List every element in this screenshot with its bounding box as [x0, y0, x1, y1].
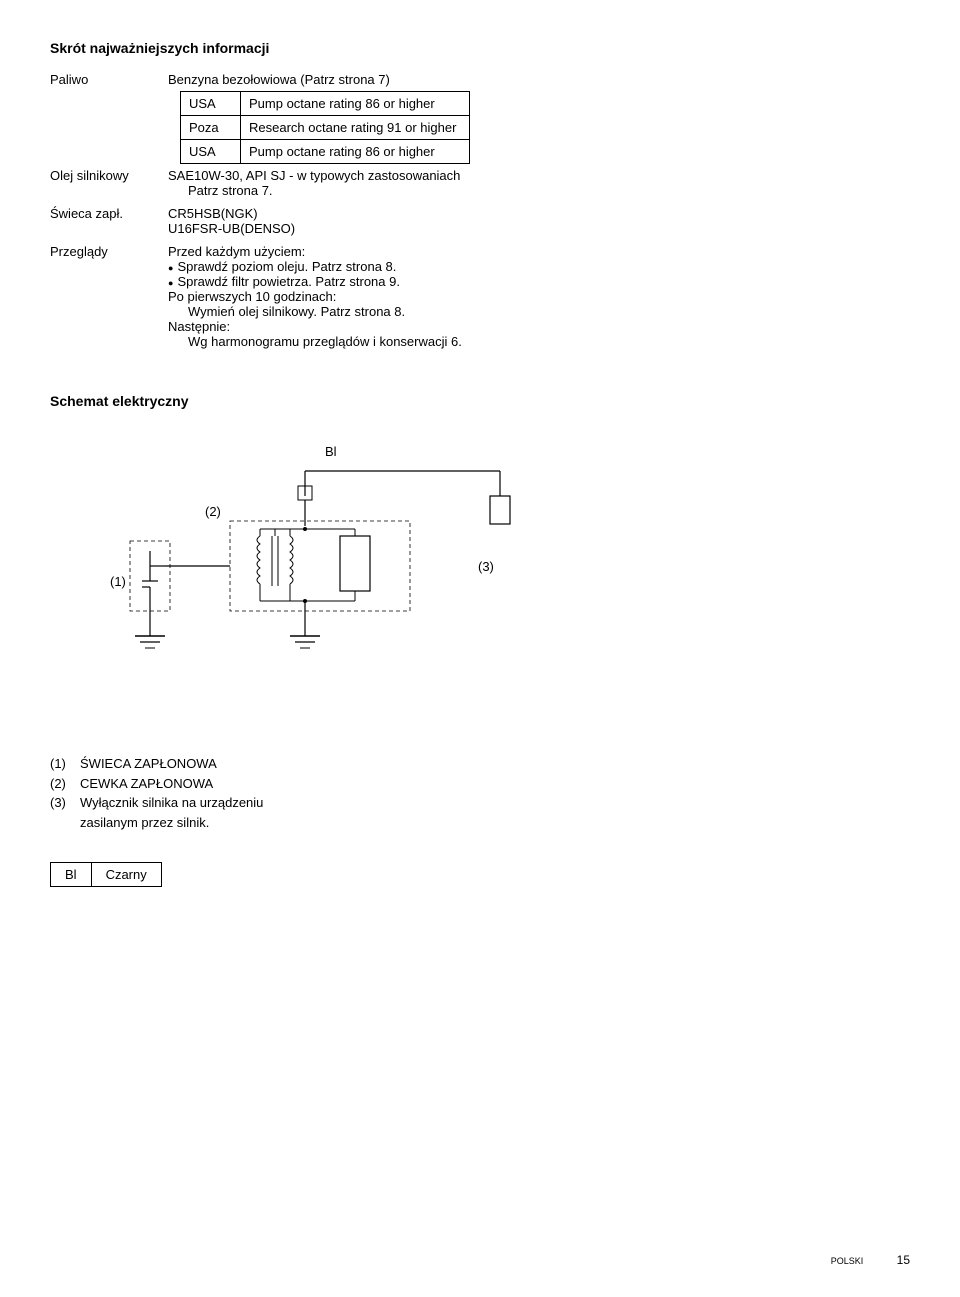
- color-name: Czarny: [91, 863, 161, 887]
- fuel-region-1: Poza: [181, 116, 241, 140]
- color-table: Bl Czarny: [50, 862, 162, 887]
- legend-num-3: [50, 813, 80, 833]
- footer-page: 15: [897, 1253, 910, 1267]
- legend-text-2: Wyłącznik silnika na urządzeniu: [80, 793, 263, 813]
- diagram-label-3: (3): [478, 559, 494, 574]
- oil-desc: SAE10W-30, API SJ - w typowych zastosowa…: [160, 164, 470, 202]
- legend-text-3: zasilanym przez silnik.: [80, 813, 209, 833]
- spark-line2: U16FSR-UB(DENSO): [168, 221, 462, 236]
- maint-label: Przeglądy: [50, 240, 160, 353]
- fuel-subtable: USA Pump octane rating 86 or higher Poza…: [180, 91, 470, 164]
- diagram-bl-label: Bl: [325, 444, 337, 459]
- maint-b1: Sprawdź poziom oleju. Patrz strona 8.: [168, 259, 462, 274]
- spark-line1: CR5HSB(NGK): [168, 206, 462, 221]
- fuel-text-1: Research octane rating 91 or higher: [241, 116, 470, 140]
- maint-desc: Przed każdym użyciem: Sprawdź poziom ole…: [160, 240, 470, 353]
- page-title: Skrót najważniejszych informacji: [50, 40, 910, 56]
- maint-line4: Następnie:: [168, 319, 462, 334]
- empty-cell: [50, 91, 160, 164]
- footer-lang: POLSKI: [831, 1256, 864, 1266]
- legend-text-0: ŚWIECA ZAPŁONOWA: [80, 754, 217, 774]
- diagram-label-1: (1): [110, 574, 126, 589]
- oil-line1: SAE10W-30, API SJ - w typowych zastosowa…: [168, 168, 462, 183]
- fuel-region-0: USA: [181, 92, 241, 116]
- fuel-desc: Benzyna bezołowiowa (Patrz strona 7): [160, 68, 470, 91]
- maint-b2: Sprawdź filtr powietrza. Patrz strona 9.: [168, 274, 462, 289]
- maint-line5: Wg harmonogramu przeglądów i konserwacji…: [168, 334, 462, 349]
- fuel-text-0: Pump octane rating 86 or higher: [241, 92, 470, 116]
- legend-text-1: CEWKA ZAPŁONOWA: [80, 774, 213, 794]
- oil-label: Olej silnikowy: [50, 164, 160, 202]
- color-code: Bl: [51, 863, 92, 887]
- legend-list: (1)ŚWIECA ZAPŁONOWA (2)CEWKA ZAPŁONOWA (…: [50, 754, 910, 832]
- legend-num-2: (3): [50, 793, 80, 813]
- maint-line1: Przed każdym użyciem:: [168, 244, 462, 259]
- page-footer: POLSKI 15: [831, 1253, 910, 1267]
- legend-num-0: (1): [50, 754, 80, 774]
- schematic-title: Schemat elektryczny: [50, 393, 910, 409]
- spark-label: Świeca zapł.: [50, 202, 160, 240]
- fuel-text-2: Pump octane rating 86 or higher: [241, 140, 470, 164]
- fuel-region-2: USA: [181, 140, 241, 164]
- info-table: Paliwo Benzyna bezołowiowa (Patrz strona…: [50, 68, 470, 353]
- fuel-desc-text: Benzyna bezołowiowa (Patrz strona 7): [168, 72, 390, 87]
- spark-desc: CR5HSB(NGK) U16FSR-UB(DENSO): [160, 202, 470, 240]
- wiring-diagram: Bl (3) (2): [110, 441, 530, 721]
- maint-line2: Po pierwszych 10 godzinach:: [168, 289, 462, 304]
- oil-line2: Patrz strona 7.: [168, 183, 462, 198]
- diagram-label-2: (2): [205, 504, 221, 519]
- fuel-label: Paliwo: [50, 68, 160, 91]
- maint-line3: Wymień olej silnikowy. Patrz strona 8.: [168, 304, 462, 319]
- legend-num-1: (2): [50, 774, 80, 794]
